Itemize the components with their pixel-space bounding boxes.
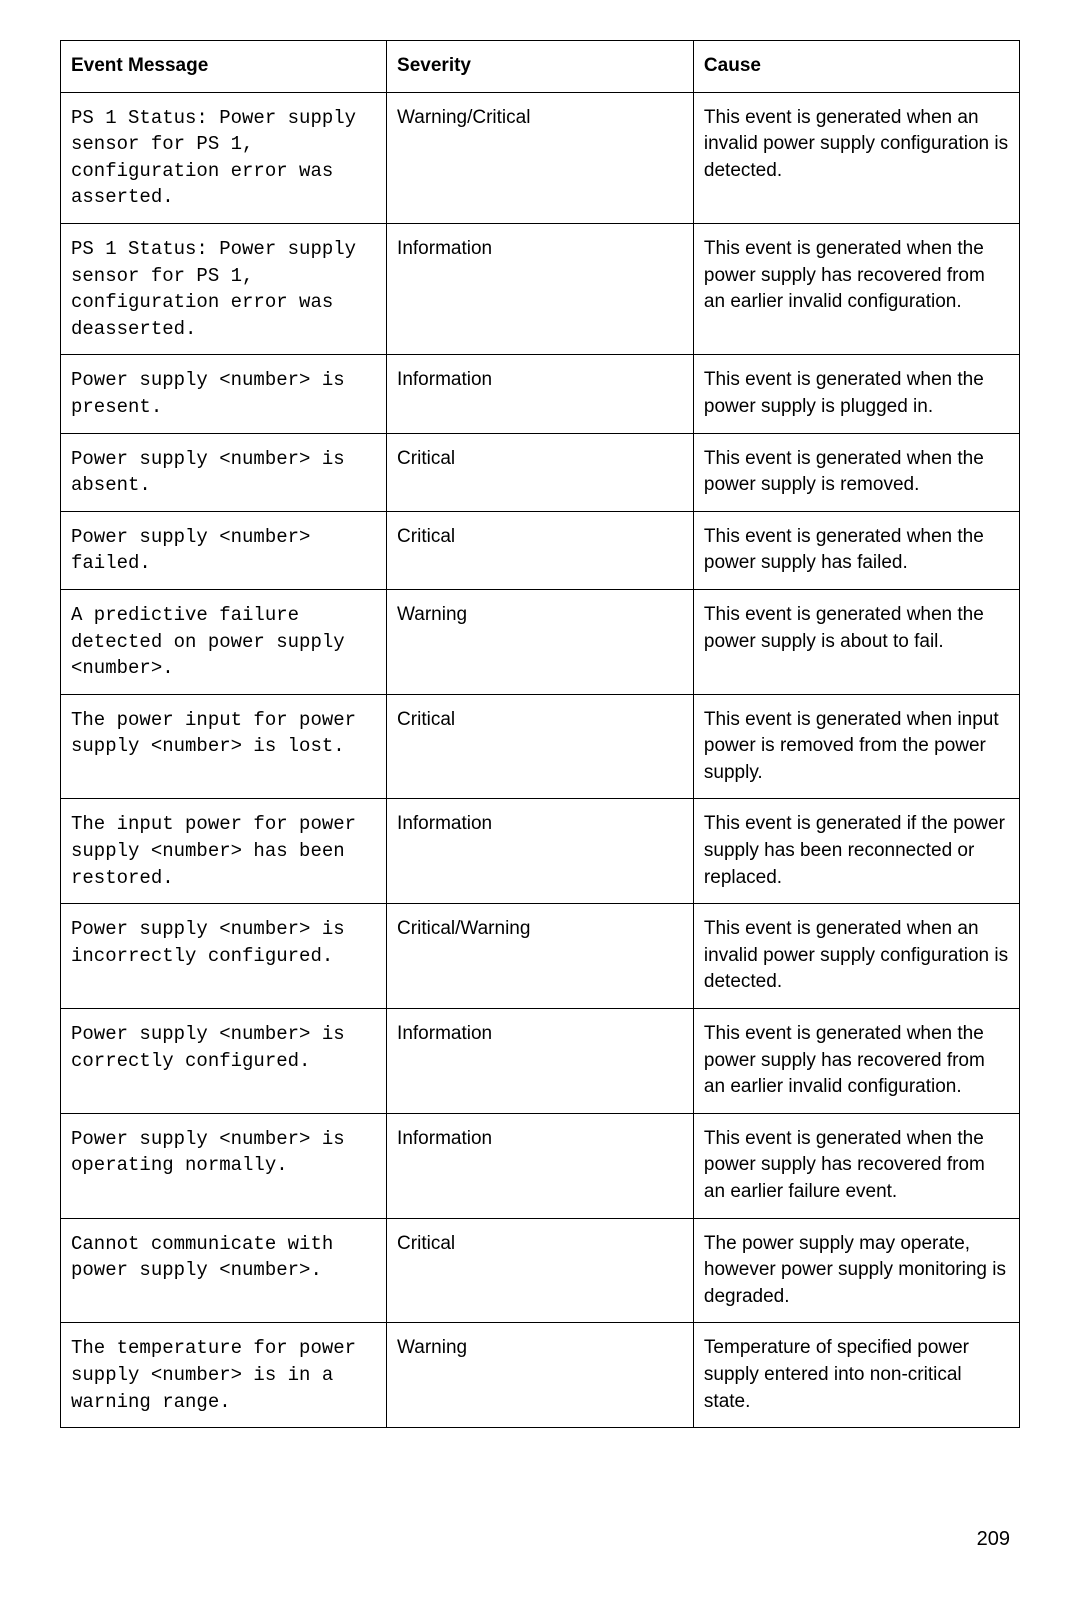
cell-message: Cannot communicate with power supply <nu… <box>61 1218 387 1323</box>
cell-severity: Critical/Warning <box>387 904 694 1009</box>
cell-cause: This event is generated when the power s… <box>693 589 1019 694</box>
cell-message: Power supply <number> is absent. <box>61 433 387 511</box>
cell-cause: This event is generated when an invalid … <box>693 904 1019 1009</box>
cell-cause: This event is generated when the power s… <box>693 433 1019 511</box>
cell-cause: This event is generated when an invalid … <box>693 92 1019 223</box>
table-row: Power supply <number> is absent.Critical… <box>61 433 1020 511</box>
table-row: A predictive failure detected on power s… <box>61 589 1020 694</box>
table-row: Power supply <number> failed.CriticalThi… <box>61 511 1020 589</box>
cell-severity: Information <box>387 1009 694 1114</box>
cell-message: A predictive failure detected on power s… <box>61 589 387 694</box>
cell-severity: Information <box>387 223 694 354</box>
cell-severity: Information <box>387 799 694 904</box>
cell-severity: Critical <box>387 1218 694 1323</box>
cell-message: The input power for power supply <number… <box>61 799 387 904</box>
table-row: Power supply <number> is operating norma… <box>61 1113 1020 1218</box>
page-number: 209 <box>60 1528 1020 1551</box>
cell-severity: Warning <box>387 589 694 694</box>
event-table: Event Message Severity Cause PS 1 Status… <box>60 40 1020 1428</box>
table-row: PS 1 Status: Power supply sensor for PS … <box>61 223 1020 354</box>
col-header-severity: Severity <box>387 41 694 93</box>
table-row: PS 1 Status: Power supply sensor for PS … <box>61 92 1020 223</box>
cell-severity: Information <box>387 1113 694 1218</box>
table-row: Power supply <number> is correctly confi… <box>61 1009 1020 1114</box>
table-row: The power input for power supply <number… <box>61 694 1020 799</box>
cell-cause: This event is generated when the power s… <box>693 511 1019 589</box>
cell-message: PS 1 Status: Power supply sensor for PS … <box>61 223 387 354</box>
col-header-message: Event Message <box>61 41 387 93</box>
table-row: The input power for power supply <number… <box>61 799 1020 904</box>
cell-cause: This event is generated when the power s… <box>693 1113 1019 1218</box>
cell-message: Power supply <number> is correctly confi… <box>61 1009 387 1114</box>
table-row: Cannot communicate with power supply <nu… <box>61 1218 1020 1323</box>
cell-severity: Critical <box>387 694 694 799</box>
cell-message: The power input for power supply <number… <box>61 694 387 799</box>
cell-cause: This event is generated if the power sup… <box>693 799 1019 904</box>
cell-message: Power supply <number> failed. <box>61 511 387 589</box>
cell-severity: Warning/Critical <box>387 92 694 223</box>
cell-severity: Warning <box>387 1323 694 1428</box>
cell-cause: This event is generated when the power s… <box>693 223 1019 354</box>
cell-message: PS 1 Status: Power supply sensor for PS … <box>61 92 387 223</box>
cell-severity: Critical <box>387 511 694 589</box>
table-row: Power supply <number> is incorrectly con… <box>61 904 1020 1009</box>
cell-message: Power supply <number> is incorrectly con… <box>61 904 387 1009</box>
cell-cause: The power supply may operate, however po… <box>693 1218 1019 1323</box>
table-row: Power supply <number> is present.Informa… <box>61 355 1020 433</box>
table-row: The temperature for power supply <number… <box>61 1323 1020 1428</box>
cell-message: The temperature for power supply <number… <box>61 1323 387 1428</box>
cell-message: Power supply <number> is operating norma… <box>61 1113 387 1218</box>
cell-message: Power supply <number> is present. <box>61 355 387 433</box>
cell-cause: This event is generated when the power s… <box>693 1009 1019 1114</box>
cell-severity: Critical <box>387 433 694 511</box>
cell-severity: Information <box>387 355 694 433</box>
cell-cause: Temperature of specified power supply en… <box>693 1323 1019 1428</box>
col-header-cause: Cause <box>693 41 1019 93</box>
cell-cause: This event is generated when the power s… <box>693 355 1019 433</box>
cell-cause: This event is generated when input power… <box>693 694 1019 799</box>
